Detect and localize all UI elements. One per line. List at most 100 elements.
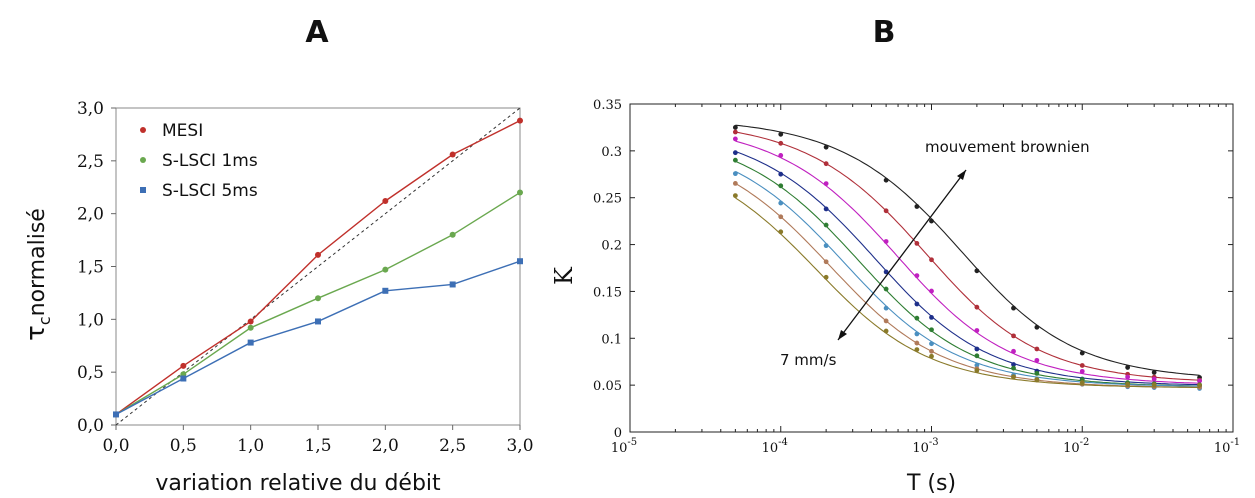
- chart-b-point: [823, 144, 829, 150]
- panel-a-letter: A: [305, 15, 329, 50]
- chart-b-point: [883, 239, 889, 244]
- chart-b-point: [1125, 374, 1131, 380]
- chart-b-annotation-bottom: 7 mm/s: [780, 351, 837, 369]
- chart-b-point: [823, 181, 829, 187]
- chart-b-point: [929, 257, 934, 263]
- chart-b-point: [914, 301, 920, 307]
- chart-b-point: [929, 288, 934, 294]
- chart-b-point: [1197, 378, 1202, 384]
- chart-a-xtick-label: 0,5: [170, 436, 197, 456]
- chart-b-point: [974, 353, 980, 359]
- chart-b-point: [929, 348, 934, 354]
- chart-a-legend-label: MESI: [162, 121, 203, 141]
- chart-b-point: [914, 315, 920, 321]
- chart-b-point: [823, 259, 829, 265]
- chart-a-point: [382, 266, 389, 273]
- chart-b-arrowhead-up: [957, 170, 966, 180]
- chart-a-legend-marker: [140, 187, 146, 193]
- chart-b-point: [1011, 374, 1016, 380]
- chart-a-point: [247, 324, 254, 331]
- chart-b-point: [914, 347, 920, 353]
- chart-b-ytick-label: 0.1: [601, 332, 622, 347]
- chart-b-point: [1011, 333, 1016, 339]
- chart-b-point: [974, 346, 980, 352]
- chart-b-point: [1034, 324, 1040, 330]
- chart-a-point: [449, 151, 456, 158]
- chart-b-point: [778, 229, 784, 235]
- chart-b-point: [914, 204, 920, 209]
- chart-b-point: [929, 353, 934, 359]
- chart-b-point: [823, 274, 829, 280]
- chart-b-arrowhead-down: [838, 330, 847, 340]
- chart-b-point: [1034, 377, 1040, 382]
- chart-b-point: [929, 327, 934, 333]
- chart-b-point: [914, 273, 920, 279]
- chart-a-point: [517, 258, 523, 265]
- chart-b-point: [732, 193, 738, 199]
- chart-b-point: [1125, 365, 1131, 370]
- chart-a-ytick-label: 1,0: [77, 310, 104, 330]
- chart-b-xtick-label: 10-5: [611, 437, 637, 456]
- chart-a-point: [247, 318, 254, 325]
- chart-b-point: [732, 171, 738, 177]
- chart-b-arrow-line: [837, 169, 967, 341]
- chart-b-point: [974, 362, 980, 368]
- chart-b-point: [1125, 381, 1131, 387]
- panel-b-letter: B: [873, 15, 896, 50]
- chart-a: 0,00,0 0,5 0,5 1,0 1,0 1,5 1,5 2,0 2,0 2,5 2,5 3,0 3…: [21, 99, 534, 496]
- chart-a-xtick-label: 0,0: [102, 436, 129, 456]
- chart-b-point: [1151, 376, 1157, 382]
- chart-b-point: [1079, 350, 1085, 356]
- chart-b-point: [1151, 370, 1157, 375]
- chart-b-xtick-label: 10-3: [912, 437, 938, 456]
- chart-b-point: [1151, 382, 1157, 388]
- chart-b-point: [778, 214, 784, 220]
- chart-b-point: [732, 125, 738, 130]
- chart-b-curve-2: [735, 131, 1200, 381]
- chart-b-point: [914, 340, 920, 346]
- chart-a-point: [449, 281, 456, 288]
- chart-b-xtick-label: 10-4: [762, 437, 788, 456]
- chart-b-point: [823, 161, 829, 167]
- chart-a-xtick-label: 1,0: [237, 436, 264, 456]
- chart-b-point: [1034, 357, 1040, 363]
- chart-b-point: [883, 286, 889, 292]
- chart-b-point: [883, 328, 889, 334]
- chart-b-point: [914, 241, 920, 246]
- chart-b-point: [732, 150, 738, 156]
- chart-a-legend-label: S-LSCI 1ms: [162, 151, 258, 171]
- chart-b-point: [1034, 370, 1040, 376]
- chart-b-point: [778, 131, 784, 137]
- chart-b-curve-6: [735, 170, 1200, 387]
- chart-b-point: [929, 315, 934, 320]
- chart-b-point: [883, 269, 889, 275]
- chart-a-xlabel: variation relative du débit: [155, 471, 441, 496]
- chart-b-curve-4: [735, 150, 1200, 386]
- chart-a-point: [315, 295, 321, 302]
- chart-b-xtick-label: 10-2: [1063, 437, 1089, 456]
- chart-b: 0 0.05 0.1 0.15 0.2 0.25 0.3 0.35 10-5 10-4 10-3 10…: [550, 98, 1240, 496]
- chart-b-xlabel: T (s): [906, 471, 956, 496]
- chart-b-ytick-label: 0.3: [601, 145, 622, 160]
- chart-b-point: [1011, 362, 1016, 367]
- chart-a-ytick-label: 2,0: [77, 205, 104, 225]
- chart-b-point: [778, 153, 784, 158]
- chart-a-point: [247, 339, 254, 346]
- chart-b-point: [1011, 348, 1016, 354]
- chart-a-legend-marker: [140, 127, 146, 133]
- chart-a-ytick-label: 1,5: [77, 258, 104, 278]
- chart-a-ytick-label: 0,0: [77, 416, 104, 436]
- chart-a-point: [449, 231, 456, 238]
- chart-b-point: [929, 218, 934, 224]
- chart-b-point: [823, 222, 829, 228]
- chart-b-ytick-label: 0.15: [593, 285, 622, 300]
- chart-a-ytick-label: 3,0: [77, 99, 104, 119]
- chart-b-point: [1079, 368, 1085, 374]
- chart-b-point: [1079, 363, 1085, 368]
- chart-a-xtick-label: 2,0: [372, 436, 399, 456]
- chart-b-point: [974, 328, 980, 333]
- chart-b-point: [778, 183, 784, 189]
- chart-b-curve-5: [735, 160, 1200, 387]
- chart-a-point: [517, 117, 523, 124]
